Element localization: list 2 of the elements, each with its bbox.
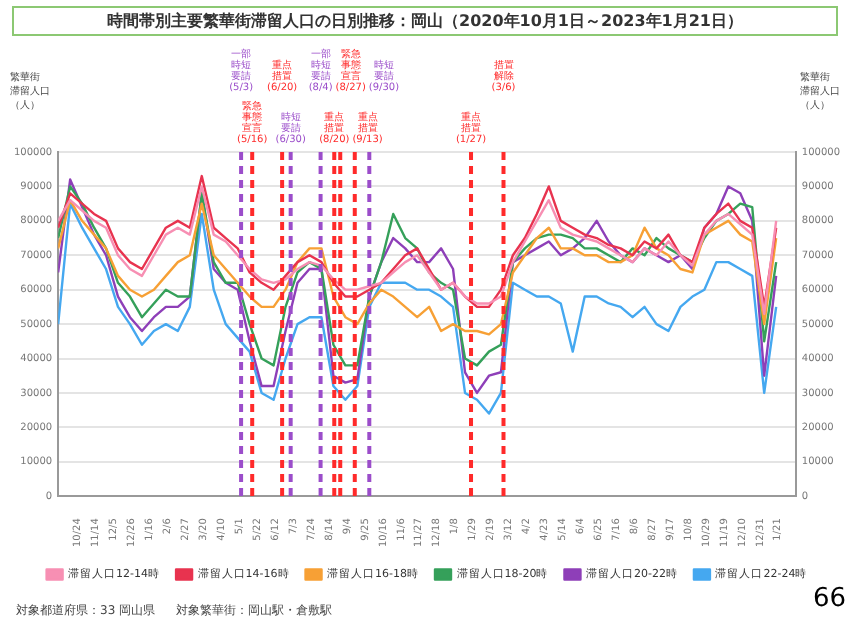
chart-title: 時間帯別主要繁華街滞留人口の日別推移：岡山（2020年10月1日～2023年1月21日） [12, 6, 838, 36]
text: 66 [812, 584, 846, 614]
